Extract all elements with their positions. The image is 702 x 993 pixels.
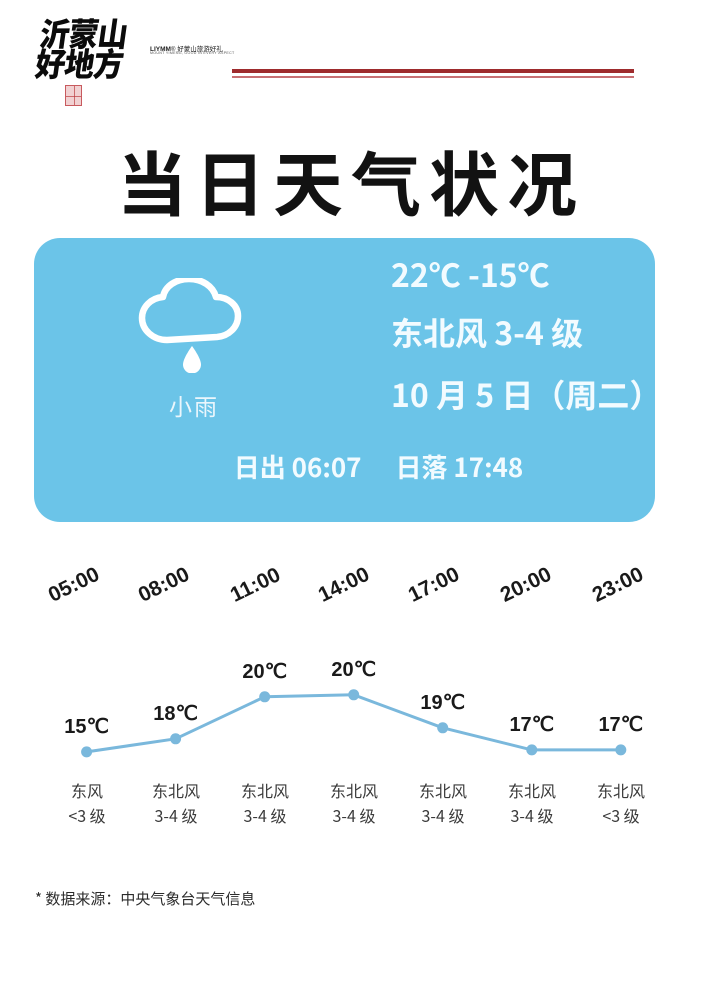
svg-text:17℃: 17℃	[509, 714, 554, 736]
svg-text:20℃: 20℃	[331, 659, 376, 681]
svg-text:20℃: 20℃	[242, 661, 287, 683]
svg-text:18℃: 18℃	[153, 703, 198, 725]
svg-text:17℃: 17℃	[598, 714, 643, 736]
svg-text:15℃: 15℃	[64, 716, 109, 738]
svg-text:19℃: 19℃	[420, 692, 465, 714]
